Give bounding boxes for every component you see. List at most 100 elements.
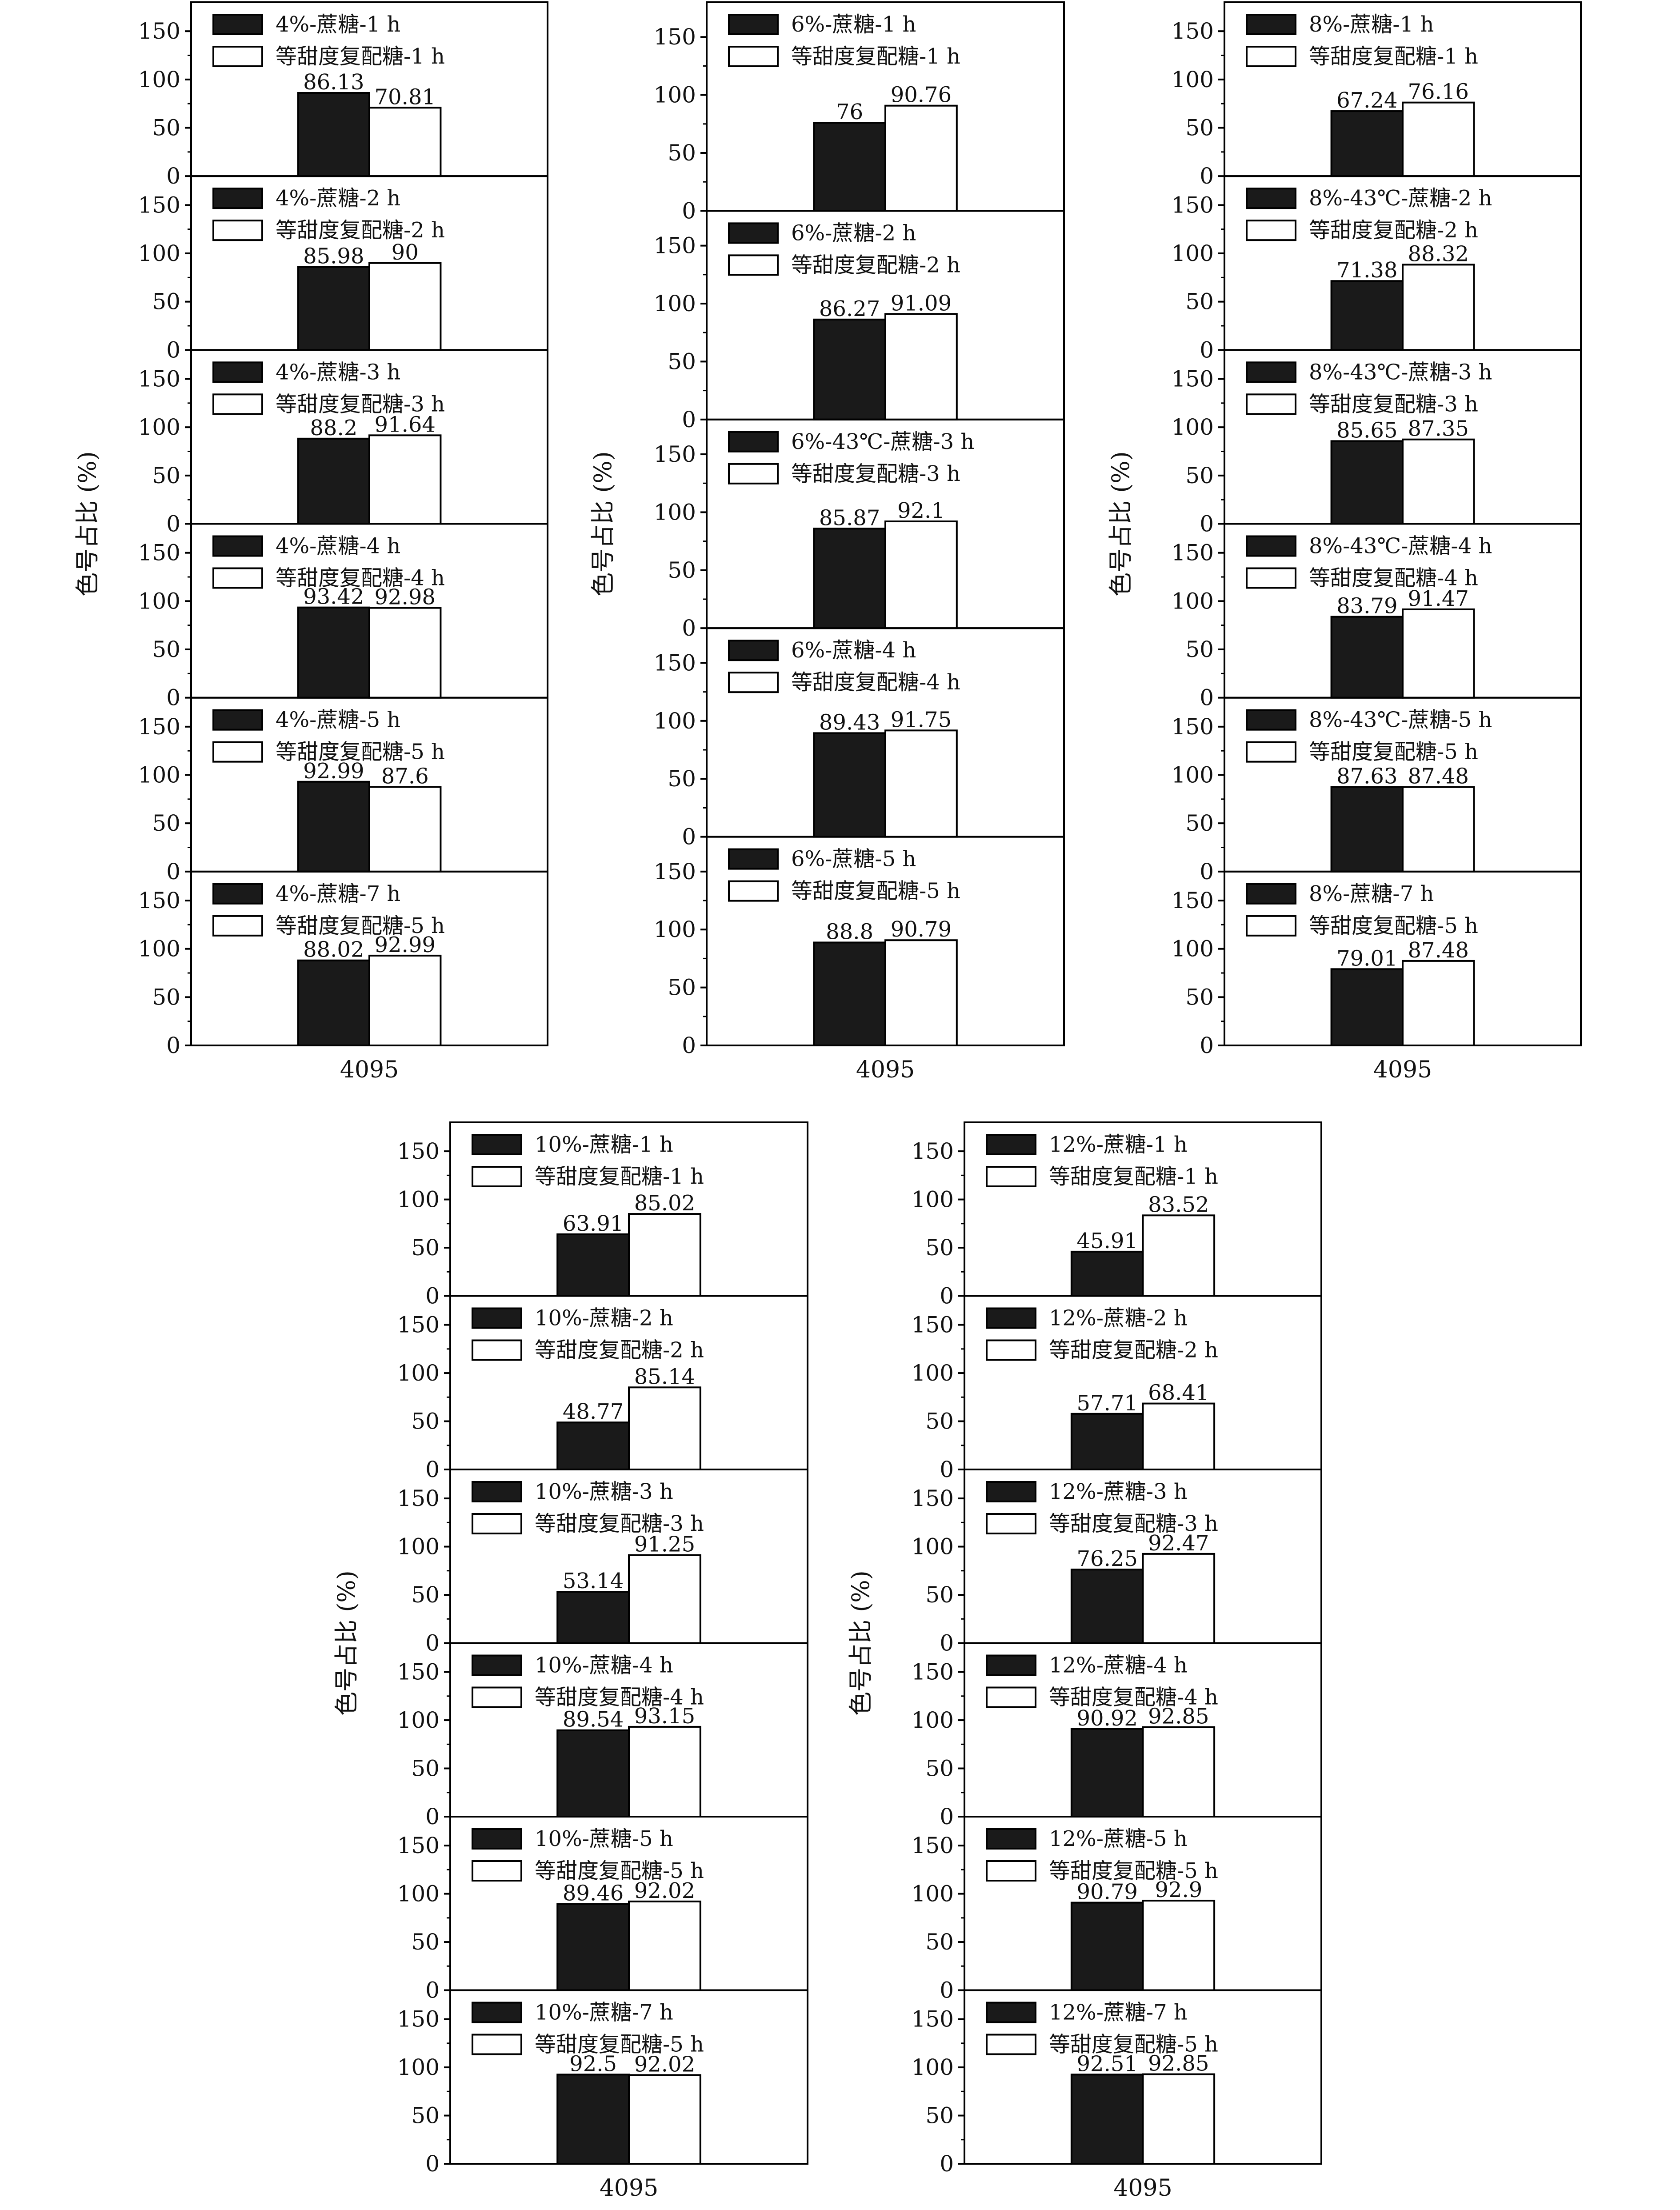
legend-label: 10%-蔗糖-5 h	[535, 1826, 673, 1851]
bar-equal-sweetness-blend	[1402, 786, 1475, 873]
legend-swatch	[1246, 220, 1296, 241]
panel-6: 0 50 100 150 88.02 92.99 4%-蔗糖-7 h 等甜度复配糖-5 h	[138, 870, 548, 1058]
bar-equal-sweetness-blend	[1142, 1899, 1216, 1991]
y-tick-label: 150	[1172, 18, 1214, 44]
legend-label: 等甜度复配糖-3 h	[535, 1511, 704, 1536]
panel-5: 0 50 100 150 88.8 90.79 6%-蔗糖-5 h 等甜度复配糖-5 h	[654, 836, 1065, 1058]
y-tick-label: 100	[1172, 240, 1214, 266]
y-axis-label: 色号占比 (%)	[847, 1570, 875, 1716]
bar-sucrose	[1330, 968, 1404, 1046]
legend-swatch	[472, 1481, 522, 1502]
y-tick-label: 50	[1185, 984, 1214, 1010]
bar-value-label: 90.92	[1076, 1706, 1137, 1731]
bar-value-label: 87.48	[1408, 938, 1468, 963]
y-tick-label: 100	[138, 936, 180, 962]
legend-swatch	[728, 640, 779, 661]
panel-2: 0 50 100 150 57.71 68.41 12%-蔗糖-2 h 等甜度复配糖-2 h	[912, 1295, 1322, 1482]
legend-label: 等甜度复配糖-1 h	[535, 1164, 704, 1189]
y-tick-label: 150	[138, 888, 180, 913]
legend-swatch	[472, 1166, 522, 1187]
legend-label: 等甜度复配糖-5 h	[535, 2032, 704, 2057]
y-tick-label: 100	[397, 1707, 440, 1733]
bar-sucrose	[813, 732, 886, 838]
y-tick-label: 100	[654, 82, 696, 108]
y-axis-label: 色号占比 (%)	[1107, 451, 1135, 597]
y-tick-label: 150	[912, 1833, 954, 1858]
y-tick-label: 100	[912, 1881, 954, 1907]
y-tick-label: 50	[668, 766, 696, 792]
y-tick-label: 150	[654, 859, 696, 885]
y-tick-label: 150	[912, 1138, 954, 1164]
panel-3: 0 50 100 150 76.25 92.47 12%-蔗糖-3 h 等甜度复配糖-3 h	[912, 1469, 1322, 1656]
bar-sucrose	[1330, 440, 1404, 525]
panel-4: 0 50 100 150 89.43 91.75 6%-蔗糖-4 h 等甜度复配糖-4 h	[654, 627, 1065, 850]
bar-sucrose	[813, 122, 886, 212]
legend-label: 6%-43℃-蔗糖-3 h	[791, 429, 974, 454]
y-tick-label: 0	[166, 1033, 180, 1058]
legend-label: 12%-蔗糖-1 h	[1049, 1132, 1188, 1157]
bar-equal-sweetness-blend	[368, 262, 442, 351]
legend-label: 等甜度复配糖-5 h	[276, 913, 445, 938]
legend-swatch	[728, 672, 779, 693]
y-tick-label: 100	[654, 291, 696, 316]
bar-equal-sweetness-blend	[628, 1726, 701, 1818]
legend-label: 等甜度复配糖-2 h	[791, 252, 960, 277]
bar-equal-sweetness-blend	[628, 1386, 701, 1470]
legend-swatch	[986, 1654, 1036, 1676]
legend-label: 4%-蔗糖-2 h	[276, 186, 400, 211]
panel-3: 0 50 100 150 53.14 91.25 10%-蔗糖-3 h 等甜度复配糖-3 h	[397, 1469, 808, 1656]
bar-equal-sweetness-blend	[1142, 1214, 1216, 1297]
bar-value-label: 85.14	[634, 1364, 695, 1389]
y-tick-label: 0	[1200, 511, 1214, 537]
y-tick-label: 150	[397, 1485, 440, 1511]
bar-equal-sweetness-blend	[368, 434, 442, 525]
legend-label: 12%-蔗糖-2 h	[1049, 1306, 1188, 1331]
legend-swatch	[986, 2034, 1036, 2055]
legend-label: 4%-蔗糖-3 h	[276, 360, 400, 384]
legend-label: 12%-蔗糖-5 h	[1049, 1826, 1188, 1851]
y-tick-label: 0	[940, 1283, 954, 1309]
bar-value-label: 87.63	[1336, 764, 1397, 789]
panel-1: 0 50 100 150 86.13 70.81 4%-蔗糖-1 h 等甜度复配糖-1 h	[138, 1, 548, 189]
y-tick-label: 50	[1185, 115, 1214, 141]
panel-2: 0 50 100 150 85.98 90 4%-蔗糖-2 h 等甜度复配糖-2 h	[138, 175, 548, 363]
bar-equal-sweetness-blend	[628, 1554, 701, 1644]
legend-label: 4%-蔗糖-5 h	[276, 708, 400, 733]
y-tick-label: 100	[138, 414, 180, 440]
y-tick-label: 150	[1172, 888, 1214, 913]
bar-sucrose	[1330, 280, 1404, 351]
y-tick-label: 100	[654, 708, 696, 734]
y-tick-label: 0	[1200, 1033, 1214, 1058]
legend-swatch	[212, 535, 263, 557]
bar-value-label: 88.2	[310, 416, 357, 440]
y-tick-label: 0	[940, 1978, 954, 2003]
panel-6: 0 50 100 150 92.5 92.02 10%-蔗糖-7 h 等甜度复配糖-5 h	[397, 1989, 808, 2177]
bar-equal-sweetness-blend	[1142, 2073, 1216, 2165]
legend-label: 4%-蔗糖-4 h	[276, 534, 400, 559]
bar-equal-sweetness-blend	[1402, 264, 1475, 351]
y-tick-label: 0	[682, 1033, 696, 1058]
y-tick-label: 150	[1172, 540, 1214, 566]
legend-swatch	[472, 1134, 522, 1155]
y-tick-label: 50	[668, 348, 696, 374]
y-tick-label: 0	[425, 1283, 440, 1309]
y-tick-label: 150	[397, 2006, 440, 2032]
panel-2: 0 50 100 150 71.38 88.32 8%-43℃-蔗糖-2 h 等甜度复配糖-2…	[1172, 175, 1582, 363]
bar-equal-sweetness-blend	[628, 2074, 701, 2165]
y-tick-label: 100	[654, 499, 696, 525]
bar-equal-sweetness-blend	[1402, 101, 1475, 177]
legend-swatch	[986, 1166, 1036, 1187]
legend-swatch	[986, 1307, 1036, 1329]
y-tick-label: 0	[1200, 163, 1214, 189]
y-tick-label: 150	[138, 540, 180, 566]
legend-label: 6%-蔗糖-2 h	[791, 220, 916, 245]
bar-value-label: 92.47	[1148, 1531, 1209, 1556]
legend-swatch	[472, 1654, 522, 1676]
panel-5: 0 50 100 150 90.79 92.9 12%-蔗糖-5 h 等甜度复配糖-5 h	[912, 1816, 1322, 2003]
legend-label: 10%-蔗糖-3 h	[535, 1479, 673, 1504]
y-tick-label: 0	[166, 859, 180, 885]
bar-value-label: 87.48	[1408, 764, 1468, 789]
bar-value-label: 91.75	[891, 707, 952, 732]
legend-swatch	[472, 1686, 522, 1708]
